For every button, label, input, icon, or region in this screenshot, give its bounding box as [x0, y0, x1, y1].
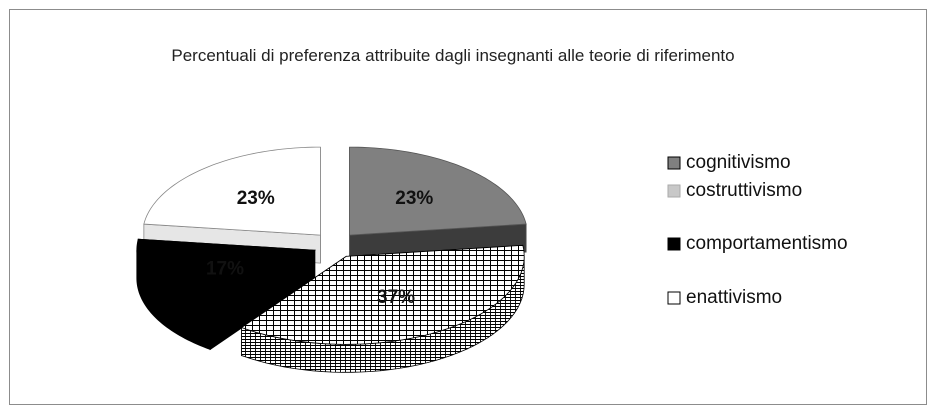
legend-swatch: [667, 237, 681, 251]
slice: [349, 146, 527, 264]
legend-label: enattivismo: [686, 287, 782, 308]
chart-frame: [9, 9, 927, 405]
data-label: 37%: [377, 287, 415, 308]
legend-swatch: [667, 156, 681, 170]
legend-label: comportamentismo: [686, 233, 848, 254]
legend-label: cognitivismo: [686, 152, 791, 173]
slice-top: [136, 238, 317, 322]
legend-label: costruttivismo: [686, 180, 802, 201]
chart-title: Percentuali di preferenza attribuite dag…: [171, 46, 735, 65]
legend-swatch: [667, 291, 681, 305]
slice-top: [143, 146, 321, 236]
slice: [136, 238, 317, 351]
slice-top: [240, 244, 525, 345]
data-label: 23%: [237, 188, 275, 209]
slice: [240, 244, 525, 373]
data-label: 23%: [395, 188, 433, 209]
slice-top: [349, 146, 527, 236]
legend-swatch: [667, 184, 681, 198]
data-label: 17%: [206, 258, 244, 279]
